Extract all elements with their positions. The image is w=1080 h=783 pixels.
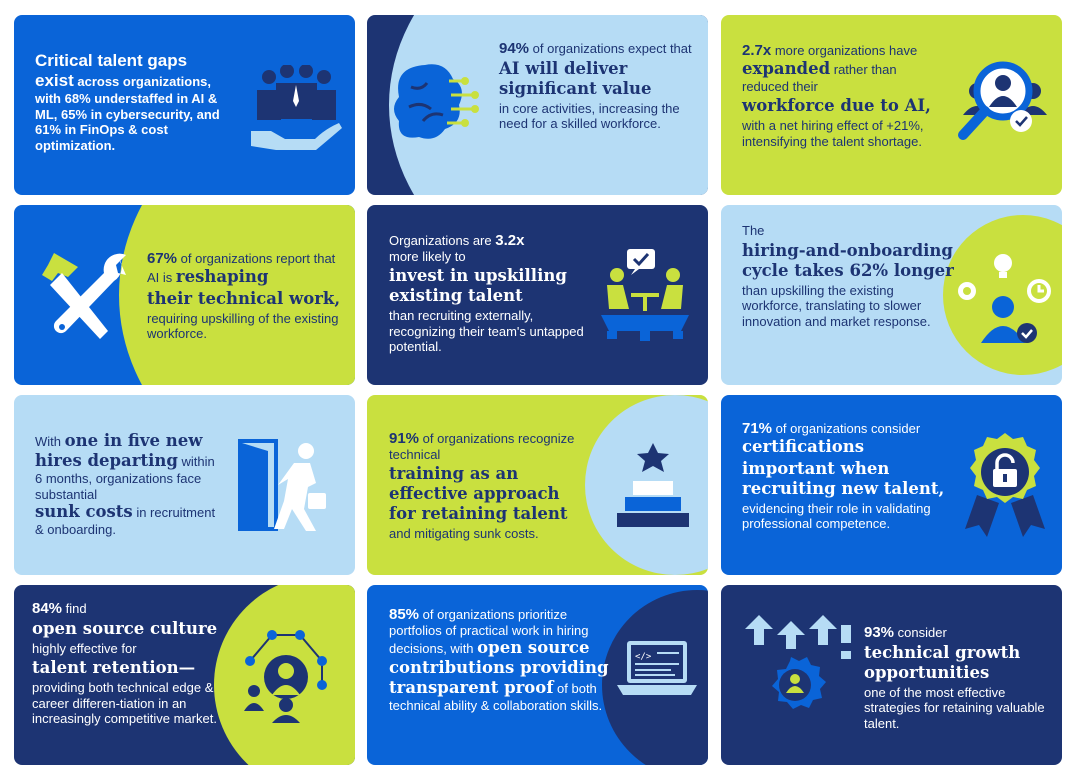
headline: certifications <box>742 436 865 456</box>
body-text-2: rather than reduced their <box>742 61 897 94</box>
body-text-3: with a net hiring effect of +21%, intens… <box>742 118 924 149</box>
headline: hiring-and-onboarding cycle takes 62% lo… <box>742 240 954 280</box>
body-text-3: than recruiting externally, recognizing … <box>389 308 584 354</box>
card-text: 67% of organizations report that AI is r… <box>147 251 347 342</box>
body-text: of organizations expect that <box>529 41 692 56</box>
stat-value: 71% <box>742 420 773 437</box>
headline: Critical talent gaps <box>35 51 188 70</box>
stat-value: 85% <box>389 606 420 623</box>
svg-text:</>: </> <box>635 652 652 662</box>
headline-2: talent retention— <box>32 658 196 677</box>
arrows-gear-icon <box>743 615 853 739</box>
body-text-2: than upskilling the existing workforce, … <box>742 282 931 329</box>
card-text: With one in five new hires departing wit… <box>35 431 225 538</box>
card-new-hires: With one in five new hires departing wit… <box>14 395 355 575</box>
body-text: more organizations have <box>771 43 918 58</box>
laptop-code-icon: </> <box>617 639 697 703</box>
hammer-wrench-icon <box>32 247 132 343</box>
stat-value: 3.2x <box>495 232 525 249</box>
card-talent-gaps: Critical talent gaps exist across organi… <box>14 15 355 195</box>
body-text-2: highly effective for <box>32 640 137 656</box>
body-text: With <box>35 434 65 449</box>
card-hiring-cycle: The hiring-and-onboarding cycle takes 62… <box>721 205 1062 385</box>
body-text-3: in recruitment & onboarding. <box>35 505 216 537</box>
body-text: of organizations prioritize portfolios o… <box>389 607 589 656</box>
headline-2: sunk costs <box>35 502 133 521</box>
card-text: 93% consider technical growth opportunit… <box>864 625 1054 731</box>
body-text-2: more likely to <box>389 248 466 264</box>
meeting-gear-icon <box>595 245 695 345</box>
headline: AI will deliver significant value <box>499 58 652 98</box>
card-text: The hiring-and-onboarding cycle takes 62… <box>742 223 957 329</box>
headline: technical growth opportunities <box>864 642 1021 682</box>
headline: invest in upskilling existing talent <box>389 266 567 305</box>
podium-star-icon <box>615 443 691 533</box>
body-text: of organizations recognize technical <box>389 431 575 462</box>
body-text-2: within 6 months, organizations face subs… <box>35 454 215 502</box>
stat-value: 93% <box>864 624 895 641</box>
card-training: 91% of organizations recognize technical… <box>367 395 708 575</box>
body-text: of organizations report that AI is <box>147 251 336 285</box>
headline: training as an effective approach for re… <box>389 464 568 523</box>
body-text-3: providing both technical edge & career d… <box>32 680 217 726</box>
card-ai-value: 94% of organizations expect that AI will… <box>367 15 708 195</box>
body-text: The <box>742 223 765 238</box>
stat-value: 84% <box>32 600 63 617</box>
card-portfolios: 85% of organizations prioritize portfoli… <box>367 585 708 765</box>
stat-value: 91% <box>389 430 420 447</box>
headline: one in five new hires departing <box>35 431 203 470</box>
exit-door-icon <box>234 437 334 537</box>
body-text-2: in core activities, increasing the need … <box>499 100 680 132</box>
card-text: 91% of organizations recognize technical… <box>389 431 589 542</box>
card-certifications: 71% of organizations consider certificat… <box>721 395 1062 575</box>
body-text-2: and mitigating sunk costs. <box>389 526 539 541</box>
body-text: consider <box>894 625 947 640</box>
network-person-icon <box>236 625 336 725</box>
body-text-2: of both technical ability & collaboratio… <box>389 681 603 713</box>
stat-value: 67% <box>147 250 178 267</box>
body-text: across organizations, with 68% understaf… <box>35 74 220 153</box>
card-upskilling: Organizations are 3.2x more likely to in… <box>367 205 708 385</box>
body-text-2: evidencing their role in validating prof… <box>742 500 931 532</box>
body-text-2: one of the most effective strategies for… <box>864 684 1045 731</box>
body-text: find <box>62 601 87 616</box>
headline: reshaping <box>175 266 269 286</box>
body-text-2: requiring upskilling of the existing wor… <box>147 310 339 342</box>
card-text: 84% find open source culture highly effe… <box>32 601 232 727</box>
card-text: 71% of organizations consider certificat… <box>742 421 962 532</box>
card-text: 85% of organizations prioritize portfoli… <box>389 607 609 714</box>
card-text: 94% of organizations expect that AI will… <box>499 41 699 132</box>
headline: open source contributions providing tran… <box>389 638 609 697</box>
magnifier-person-icon <box>941 53 1053 165</box>
headline-2: important when recruiting new talent, <box>742 458 945 498</box>
card-text: Critical talent gaps exist across organi… <box>35 51 240 153</box>
headline: open source culture <box>32 618 218 638</box>
card-growth: 93% consider technical growth opportunit… <box>721 585 1062 765</box>
headline-emphasis: exist <box>35 71 74 90</box>
card-expanded-workforce: 2.7x more organizations have expanded ra… <box>721 15 1062 195</box>
body-text: of organizations consider <box>772 421 921 436</box>
card-reshaping-work: 67% of organizations report that AI is r… <box>14 205 355 385</box>
card-open-source: 84% find open source culture highly effe… <box>14 585 355 765</box>
badge-lock-icon <box>957 431 1053 541</box>
headline-2: workforce due to AI, <box>742 96 931 115</box>
person-ideas-icon <box>953 245 1053 349</box>
stat-value: 2.7x <box>742 42 772 59</box>
card-text: Organizations are 3.2x more likely to in… <box>389 233 589 355</box>
brain-circuit-icon <box>389 57 481 149</box>
hands-people-icon <box>249 65 344 157</box>
headline: expanded <box>742 58 831 78</box>
stat-value: 94% <box>499 40 530 57</box>
card-text: 2.7x more organizations have expanded ra… <box>742 43 947 149</box>
headline-2: their technical work, <box>147 288 341 308</box>
body-text: Organizations are <box>389 233 496 248</box>
